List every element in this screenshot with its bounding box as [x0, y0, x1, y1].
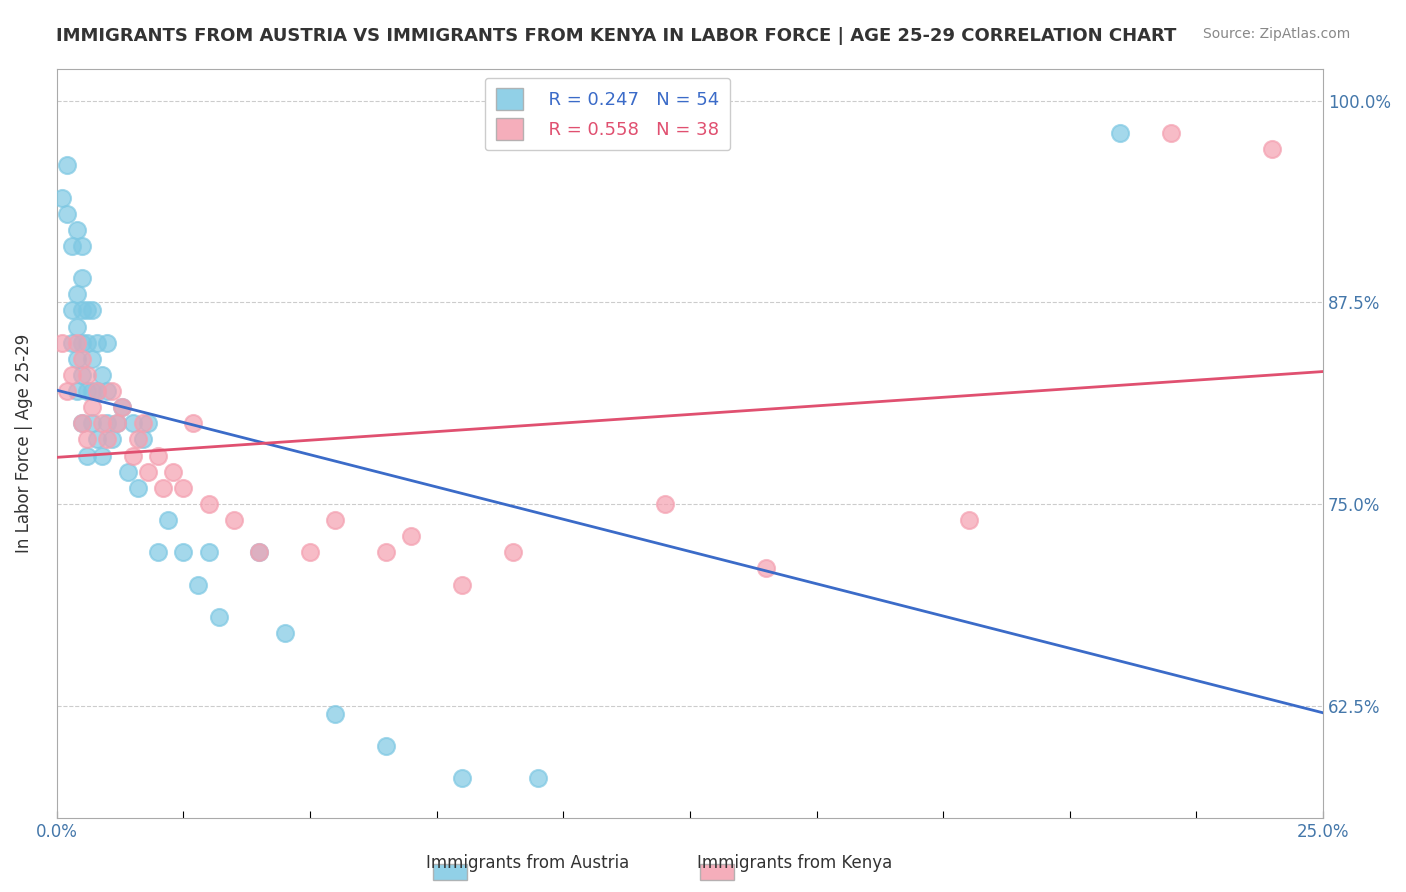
Text: Source: ZipAtlas.com: Source: ZipAtlas.com: [1202, 27, 1350, 41]
Text: Immigrants from Kenya: Immigrants from Kenya: [697, 855, 891, 872]
Point: [51, 335, 73, 350]
Point: [208, 610, 231, 624]
Point: [101, 433, 124, 447]
Point: [502, 545, 524, 559]
Point: [66, 335, 89, 350]
Point: [70, 368, 93, 382]
Point: [117, 465, 139, 479]
Point: [323, 706, 346, 721]
Point: [146, 545, 169, 559]
Point: [91, 449, 114, 463]
Point: [86, 335, 108, 350]
Point: [55, 384, 77, 398]
Point: [70, 351, 93, 366]
Point: [60, 303, 83, 318]
Point: [172, 481, 194, 495]
Point: [76, 303, 98, 318]
Point: [66, 384, 89, 398]
Text: Immigrants from Austria: Immigrants from Austria: [426, 855, 628, 872]
Point: [76, 368, 98, 382]
Point: [80, 351, 103, 366]
Point: [60, 368, 83, 382]
Point: [755, 561, 778, 575]
Text: IMMIGRANTS FROM AUSTRIA VS IMMIGRANTS FROM KENYA IN LABOR FORCE | AGE 25-29 CORR: IMMIGRANTS FROM AUSTRIA VS IMMIGRANTS FR…: [56, 27, 1177, 45]
Point: [70, 417, 93, 431]
Point: [132, 433, 155, 447]
Point: [146, 449, 169, 463]
Point: [127, 481, 149, 495]
Point: [162, 465, 184, 479]
Point: [60, 239, 83, 253]
Point: [197, 497, 219, 511]
Point: [66, 287, 89, 301]
Point: [70, 303, 93, 318]
Point: [76, 335, 98, 350]
Point: [96, 335, 118, 350]
Point: [86, 433, 108, 447]
Point: [451, 771, 474, 785]
Point: [654, 497, 676, 511]
Point: [1261, 142, 1284, 156]
Point: [127, 433, 149, 447]
Point: [101, 384, 124, 398]
Legend:   R = 0.247   N = 54,   R = 0.558   N = 38: R = 0.247 N = 54, R = 0.558 N = 38: [485, 78, 730, 151]
Point: [273, 626, 295, 640]
Point: [86, 384, 108, 398]
Point: [76, 433, 98, 447]
Point: [96, 433, 118, 447]
Point: [80, 384, 103, 398]
Point: [66, 319, 89, 334]
Point: [80, 401, 103, 415]
Point: [80, 417, 103, 431]
Point: [86, 384, 108, 398]
Point: [374, 545, 396, 559]
Point: [399, 529, 422, 543]
Point: [91, 368, 114, 382]
Point: [121, 449, 143, 463]
Point: [70, 271, 93, 285]
Point: [527, 771, 550, 785]
Point: [187, 577, 209, 591]
Point: [222, 513, 245, 527]
Point: [107, 417, 129, 431]
Point: [152, 481, 174, 495]
Point: [132, 417, 155, 431]
Point: [157, 513, 180, 527]
Point: [111, 401, 134, 415]
Point: [91, 417, 114, 431]
Point: [70, 335, 93, 350]
Point: [80, 303, 103, 318]
Point: [1160, 126, 1182, 140]
Point: [451, 577, 474, 591]
Point: [107, 417, 129, 431]
Point: [121, 417, 143, 431]
Point: [298, 545, 321, 559]
Point: [51, 190, 73, 204]
Point: [66, 351, 89, 366]
Point: [55, 158, 77, 172]
Point: [136, 465, 159, 479]
Point: [247, 545, 270, 559]
Point: [70, 239, 93, 253]
Point: [111, 401, 134, 415]
Point: [247, 545, 270, 559]
Point: [60, 335, 83, 350]
Point: [76, 384, 98, 398]
Point: [55, 207, 77, 221]
Point: [172, 545, 194, 559]
Point: [374, 739, 396, 753]
Point: [76, 449, 98, 463]
Point: [136, 417, 159, 431]
Point: [1109, 126, 1132, 140]
Point: [96, 384, 118, 398]
Point: [957, 513, 980, 527]
Point: [70, 417, 93, 431]
Point: [323, 513, 346, 527]
Point: [183, 417, 205, 431]
Y-axis label: In Labor Force | Age 25-29: In Labor Force | Age 25-29: [15, 334, 32, 553]
Point: [197, 545, 219, 559]
Point: [66, 223, 89, 237]
Point: [96, 417, 118, 431]
